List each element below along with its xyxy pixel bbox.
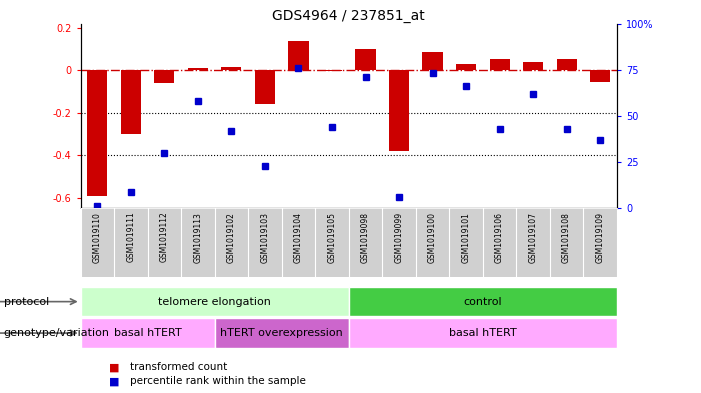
Text: telomere elongation: telomere elongation	[158, 297, 271, 307]
Text: hTERT overexpression: hTERT overexpression	[220, 328, 343, 338]
Bar	[349, 287, 617, 316]
Text: GSM1019100: GSM1019100	[428, 212, 437, 263]
Text: GSM1019110: GSM1019110	[93, 212, 102, 263]
Bar	[322, 70, 342, 72]
Text: control: control	[463, 297, 502, 307]
Text: basal hTERT: basal hTERT	[449, 328, 517, 338]
Text: GSM1019108: GSM1019108	[562, 212, 571, 263]
Text: GSM1019113: GSM1019113	[193, 212, 203, 263]
Bar	[557, 59, 577, 70]
Bar	[88, 70, 107, 196]
Text: basal hTERT: basal hTERT	[114, 328, 182, 338]
Text: GSM1019109: GSM1019109	[596, 212, 605, 263]
Bar	[389, 70, 409, 151]
Bar	[349, 318, 617, 348]
Text: percentile rank within the sample: percentile rank within the sample	[130, 376, 306, 386]
Bar	[523, 62, 543, 70]
Bar	[121, 70, 141, 134]
Bar	[456, 64, 476, 70]
Bar	[423, 52, 442, 70]
Title: GDS4964 / 237851_at: GDS4964 / 237851_at	[273, 9, 425, 22]
Bar	[590, 70, 610, 82]
Text: transformed count: transformed count	[130, 362, 227, 373]
Bar	[215, 318, 349, 348]
Bar	[81, 287, 349, 316]
Text: GSM1019112: GSM1019112	[160, 212, 169, 263]
Bar	[188, 68, 208, 70]
Text: GSM1019102: GSM1019102	[227, 212, 236, 263]
Text: protocol: protocol	[4, 297, 49, 307]
Bar	[288, 40, 308, 70]
Bar	[222, 67, 241, 70]
Text: GSM1019099: GSM1019099	[395, 212, 404, 263]
Bar	[489, 59, 510, 70]
Text: GSM1019107: GSM1019107	[529, 212, 538, 263]
Text: ■: ■	[109, 362, 119, 373]
Text: GSM1019106: GSM1019106	[495, 212, 504, 263]
Text: genotype/variation: genotype/variation	[4, 328, 109, 338]
Bar	[355, 49, 376, 70]
Text: GSM1019104: GSM1019104	[294, 212, 303, 263]
Text: GSM1019111: GSM1019111	[126, 212, 135, 263]
Text: GSM1019098: GSM1019098	[361, 212, 370, 263]
Text: GSM1019101: GSM1019101	[461, 212, 470, 263]
Bar	[81, 318, 215, 348]
Bar	[255, 70, 275, 104]
Text: GSM1019105: GSM1019105	[327, 212, 336, 263]
Text: ■: ■	[109, 376, 119, 386]
Bar	[154, 70, 175, 83]
Text: GSM1019103: GSM1019103	[261, 212, 269, 263]
